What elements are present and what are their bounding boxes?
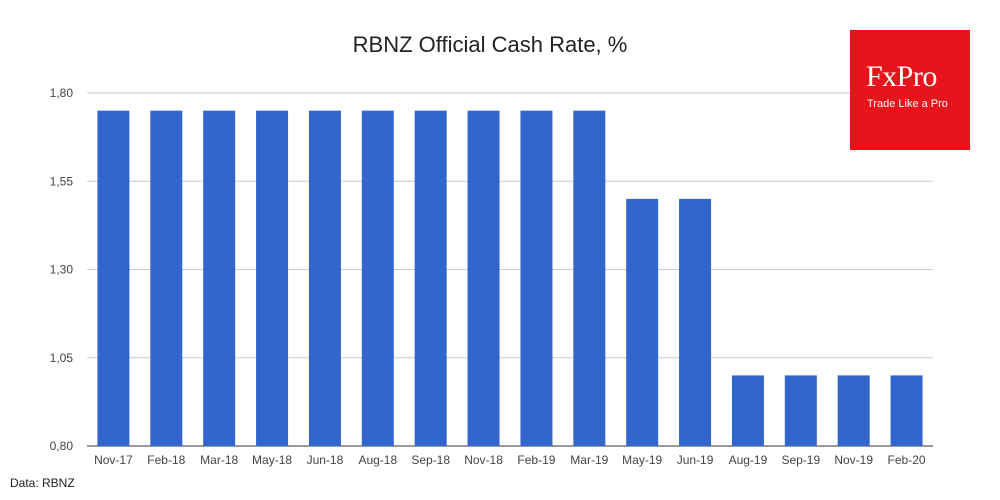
x-tick-label: Mar-19 — [570, 453, 608, 467]
bar-Nov-17 — [97, 110, 130, 447]
x-tick-label: Feb-19 — [517, 453, 555, 467]
logo-brand-text: FxPro — [866, 60, 937, 93]
x-tick-label: Sep-18 — [411, 453, 450, 467]
x-tick-label: Aug-19 — [729, 453, 768, 467]
bar-Aug-19 — [731, 375, 764, 446]
bar-Mar-19 — [573, 110, 606, 447]
x-axis-ticks: Nov-17 Feb-18 Mar-18 May-18 Jun-18 Aug-18 Sep-… — [94, 453, 926, 467]
x-tick-label: Mar-18 — [200, 453, 238, 467]
x-tick-label: Nov-19 — [834, 453, 873, 467]
bar-Nov-19 — [837, 375, 870, 446]
bar-Jun-18 — [308, 110, 341, 447]
x-tick-label: Aug-18 — [358, 453, 397, 467]
chart-title: RBNZ Official Cash Rate, % — [352, 32, 628, 57]
y-axis-ticks: 0,80 1,05 1,30 1,55 1,80 — [50, 86, 74, 453]
bar-Nov-18 — [467, 110, 500, 447]
y-tick-label: 1,55 — [50, 174, 74, 188]
y-tick-label: 1,80 — [50, 86, 74, 100]
bar-May-18 — [256, 110, 289, 447]
bar-Feb-19 — [520, 110, 553, 447]
bar-Aug-18 — [361, 110, 394, 447]
y-tick-label: 1,30 — [50, 263, 74, 277]
bar-Sep-18 — [414, 110, 447, 447]
x-tick-label: Nov-18 — [464, 453, 503, 467]
fxpro-logo: FxPro Trade Like a Pro — [850, 30, 970, 150]
bar-Sep-19 — [784, 375, 817, 446]
bar-Feb-18 — [150, 110, 183, 447]
x-tick-label: May-19 — [622, 453, 662, 467]
bar-series — [97, 110, 923, 447]
x-tick-label: Nov-17 — [94, 453, 133, 467]
bar-Mar-18 — [203, 110, 236, 447]
bar-May-19 — [626, 198, 659, 446]
x-tick-label: Feb-18 — [147, 453, 185, 467]
y-tick-label: 1,05 — [50, 351, 74, 365]
bar-Feb-20 — [890, 375, 923, 446]
x-tick-label: May-18 — [252, 453, 292, 467]
x-tick-label: Sep-19 — [781, 453, 820, 467]
x-tick-label: Jun-18 — [307, 453, 344, 467]
logo-tagline: Trade Like a Pro — [867, 98, 948, 110]
x-tick-label: Jun-19 — [677, 453, 714, 467]
bar-Jun-19 — [679, 198, 712, 446]
y-tick-label: 0,80 — [50, 439, 74, 453]
x-tick-label: Feb-20 — [888, 453, 926, 467]
source-note: Data: RBNZ — [10, 476, 75, 490]
